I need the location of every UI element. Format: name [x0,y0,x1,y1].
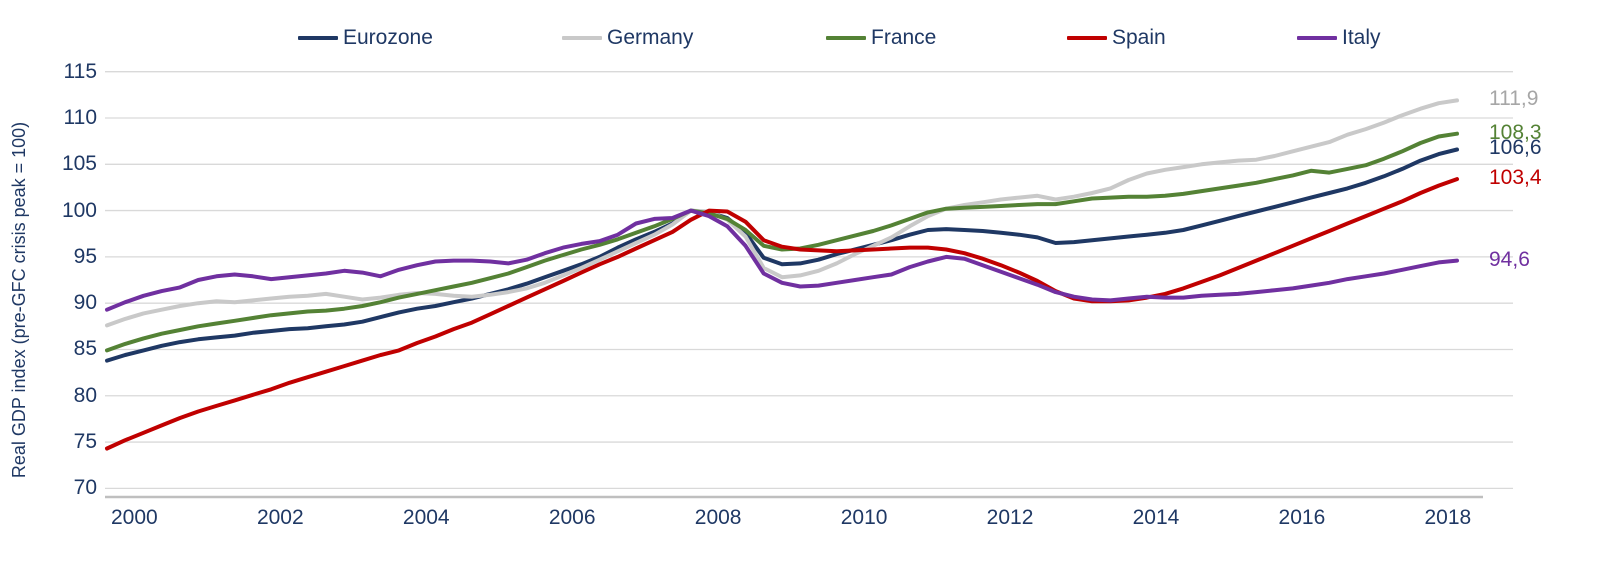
legend-item-italy: Italy [1297,24,1381,52]
legend-swatch [826,36,866,40]
series-line-eurozone [105,147,1459,363]
legend-item-france: France [826,24,936,52]
legend-swatch [1297,36,1337,40]
y-tick-label: 90 [73,291,97,315]
x-tick-label: 2018 [1424,506,1472,529]
legend-label: Spain [1112,26,1166,49]
y-tick-label: 70 [73,476,97,500]
legend-label: Germany [607,26,694,49]
end-value-label-eurozone: 106,6 [1489,136,1542,160]
legend-item-spain: Spain [1067,24,1166,52]
legend-swatch [562,36,602,40]
x-tick-label: 2006 [548,506,596,529]
x-tick-label: 2012 [986,506,1034,529]
legend-label: Eurozone [343,26,433,49]
legend-swatch [1067,36,1107,40]
x-tick-label: 2002 [256,506,304,529]
chart-legend: Eurozone Germany France Spain Italy [0,0,1600,60]
x-tick-label: 2014 [1132,506,1180,529]
x-tick-label: 2010 [840,506,888,529]
end-value-label-spain: 103,4 [1489,166,1542,190]
legend-item-eurozone: Eurozone [298,24,433,52]
end-value-label-germany: 111,9 [1489,87,1539,111]
series-line-italy [105,208,1459,312]
x-tick-label: 2016 [1278,506,1326,529]
end-value-label-france: 108,3 [1489,120,1542,144]
y-tick-label: 100 [61,198,97,222]
y-axis-title: Real GDP index (pre-GFC crisis peak = 10… [9,121,29,479]
legend-label: Italy [1342,26,1381,49]
series-line-france [105,131,1459,353]
legend-label: France [871,26,937,49]
legend-item-germany: Germany [562,24,693,52]
series-line-spain [105,177,1459,451]
y-tick-label: 75 [73,430,97,454]
y-tick-label: 95 [73,244,97,268]
x-tick-label: 2008 [694,506,742,529]
end-value-label-italy: 94,6 [1489,247,1530,271]
y-tick-label: 80 [73,383,97,407]
y-tick-label: 115 [63,59,97,83]
x-tick-label: 2000 [111,506,158,529]
series-line-germany [105,98,1459,328]
y-tick-label: 105 [61,152,97,176]
y-tick-label: 110 [63,105,97,129]
y-tick-label: 85 [73,337,97,361]
x-tick-label: 2004 [402,506,450,529]
legend-swatch [298,36,338,40]
